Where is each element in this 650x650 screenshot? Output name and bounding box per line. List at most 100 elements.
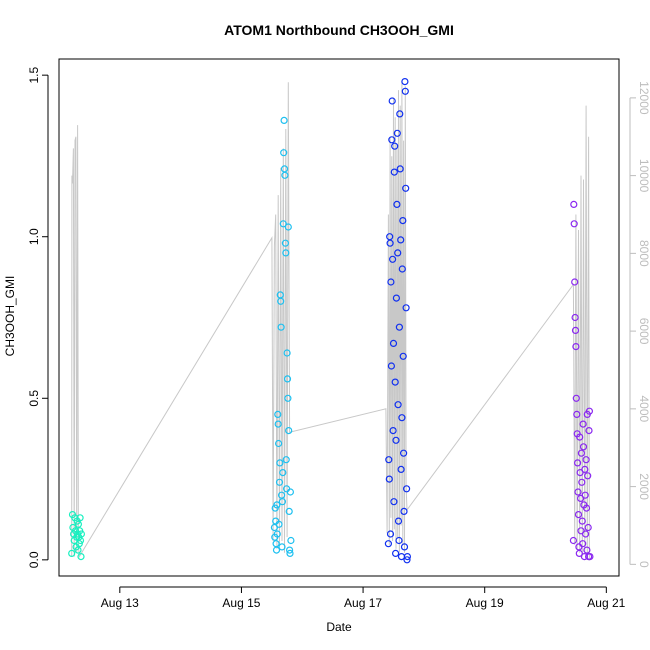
data-point xyxy=(581,530,590,538)
data-point xyxy=(277,323,285,331)
data-point xyxy=(399,352,407,360)
data-point xyxy=(392,436,400,444)
x-tick-label: Aug 21 xyxy=(587,596,625,610)
x-tick-label: Aug 19 xyxy=(466,596,504,610)
data-point xyxy=(585,427,593,435)
data-point xyxy=(397,236,405,244)
data-point xyxy=(574,510,583,519)
data-point xyxy=(403,556,411,564)
data-point xyxy=(575,549,583,558)
data-point xyxy=(68,549,76,558)
data-point xyxy=(281,239,289,247)
data-point xyxy=(391,378,399,386)
altitude-layer xyxy=(71,82,590,561)
data-point xyxy=(284,394,292,402)
x-tick-label: Aug 17 xyxy=(344,596,382,610)
data-point xyxy=(285,507,293,515)
data-point xyxy=(578,478,586,486)
data-point xyxy=(569,536,578,545)
data-point xyxy=(572,343,580,351)
data-point xyxy=(394,401,402,409)
data-point xyxy=(385,475,393,483)
y-tick-label: 0.0 xyxy=(27,551,41,568)
data-point xyxy=(397,465,405,473)
plot-frame xyxy=(58,58,620,577)
data-point xyxy=(278,543,286,551)
data-point xyxy=(278,498,286,506)
data-point xyxy=(77,530,86,538)
data-point xyxy=(400,507,408,515)
data-point xyxy=(581,491,589,499)
data-point xyxy=(74,520,83,528)
data-point xyxy=(285,427,293,435)
data-point xyxy=(282,456,290,464)
data-point xyxy=(570,220,578,228)
data-point xyxy=(403,552,411,561)
data-point xyxy=(287,536,295,545)
data-point xyxy=(576,433,584,441)
data-point xyxy=(76,514,84,522)
data-point xyxy=(576,469,584,477)
y2-tick-label: 2000 xyxy=(637,473,650,500)
data-point xyxy=(74,546,82,554)
data-point xyxy=(394,517,403,525)
y-tick-label: 0.5 xyxy=(27,390,41,407)
data-point xyxy=(390,168,398,176)
data-point xyxy=(276,459,284,467)
data-point xyxy=(584,472,592,480)
data-point xyxy=(388,136,396,144)
data-point xyxy=(286,546,294,554)
data-point xyxy=(283,349,291,357)
data-point xyxy=(579,420,587,428)
data-point xyxy=(272,540,280,548)
data-point xyxy=(273,501,281,509)
data-point xyxy=(395,323,403,331)
data-point xyxy=(384,540,392,548)
data-point xyxy=(283,375,292,383)
data-point xyxy=(76,536,85,545)
data-point xyxy=(387,278,395,286)
data-point xyxy=(400,449,408,457)
y-tick-label: 1.0 xyxy=(27,228,41,245)
data-point xyxy=(274,410,282,418)
data-point xyxy=(578,517,586,525)
y2-tick-label: 12000 xyxy=(637,81,650,115)
y2-tick-label: 4000 xyxy=(637,395,650,422)
data-point xyxy=(582,456,590,464)
data-point xyxy=(398,414,406,422)
data-point xyxy=(75,540,83,548)
y2-tick-label: 0 xyxy=(637,561,650,568)
data-point xyxy=(387,362,395,370)
data-point xyxy=(389,339,398,347)
data-point xyxy=(581,465,589,473)
x-tick-label: Aug 15 xyxy=(222,596,260,610)
data-point xyxy=(572,394,580,402)
data-point xyxy=(398,265,406,273)
data-point xyxy=(571,313,579,322)
data-point xyxy=(579,443,588,451)
data-point xyxy=(274,420,282,428)
data-point xyxy=(385,456,393,464)
data-point xyxy=(574,488,582,496)
series-1 xyxy=(68,510,86,561)
y-axis-label: CH3OOH_GMI xyxy=(3,276,17,357)
altitude-line xyxy=(71,82,590,561)
series-4 xyxy=(569,200,594,561)
data-point xyxy=(275,520,283,528)
data-point xyxy=(280,149,288,157)
data-point xyxy=(573,410,581,418)
data-point xyxy=(284,223,292,231)
data-point xyxy=(582,504,591,512)
data-point xyxy=(286,488,294,496)
data-point xyxy=(401,77,409,86)
data-point xyxy=(400,543,409,551)
data-point xyxy=(403,485,411,493)
series-2 xyxy=(270,116,295,558)
data-point xyxy=(279,469,287,477)
data-point xyxy=(388,97,396,105)
data-point xyxy=(392,294,400,302)
data-point xyxy=(571,278,579,286)
points-layer xyxy=(68,77,594,564)
data-point xyxy=(282,249,290,257)
